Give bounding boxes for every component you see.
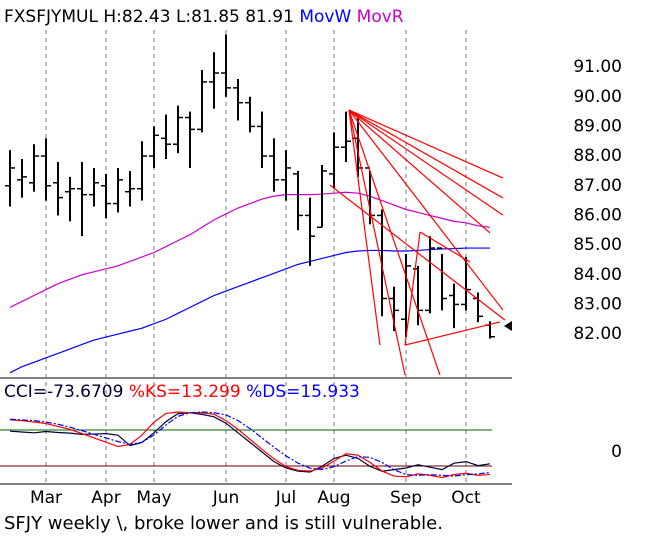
trend-line [348,109,504,179]
x-tick-label: Apr [91,488,120,508]
trend-line [348,109,491,234]
y-tick-label: 88.00 [573,146,622,166]
x-tick-label: Sep [390,488,422,508]
x-tick-label: May [136,488,171,508]
x-tick-label: Oct [451,488,481,508]
trend-line [348,109,441,376]
trend-line [404,231,421,346]
indicator-header: CCI=-73.6709 %KS=13.299 %DS=15.933 [4,382,360,402]
legend-entry: %KS=13.299 [129,382,241,402]
moving-average [9,247,490,374]
x-tick-label: Jul [275,488,297,508]
y-tick-label: 86.00 [573,205,622,225]
y-tick-label: 90.00 [573,87,622,107]
trend-line [404,321,501,346]
trend-line [348,110,381,346]
caption: SFJY weekly \, broke lower and is still … [4,513,443,534]
x-tick-label: Mar [30,488,62,508]
last-price-marker [504,321,512,331]
legend-entry: CCI=-73.6709 [4,382,123,402]
y-tick-label: 85.00 [573,235,622,255]
chart-header: FXSFJYMUL H:82.43 L:81.85 81.91 MovW Mov… [4,7,404,27]
y-tick-label: 84.00 [573,265,622,285]
trend-line [348,109,504,311]
trend-line [348,109,504,199]
y-tick-label: 82.00 [573,324,622,344]
y-tick-label: 87.00 [573,176,622,196]
trend-line [419,231,471,263]
trend-line [348,109,406,376]
indicator-line [9,411,491,477]
legend-entry: FXSFJYMUL H:82.43 L:81.85 81.91 [4,7,294,27]
y-tick-label: 89.00 [573,116,622,136]
y-tick-label: 83.00 [573,294,622,314]
indicator-line [9,411,491,479]
legend-entry: MovR [357,7,404,27]
x-tick-label: Aug [317,488,350,508]
y2-tick-label: 0 [611,442,622,462]
legend-entry: MovW [299,7,351,27]
trend-line [348,109,504,216]
moving-average [9,191,491,308]
indicator-line [9,412,491,473]
x-tick-label: Jun [212,488,240,508]
y-tick-label: 91.00 [573,57,622,77]
legend-entry: %DS=15.933 [246,382,360,402]
